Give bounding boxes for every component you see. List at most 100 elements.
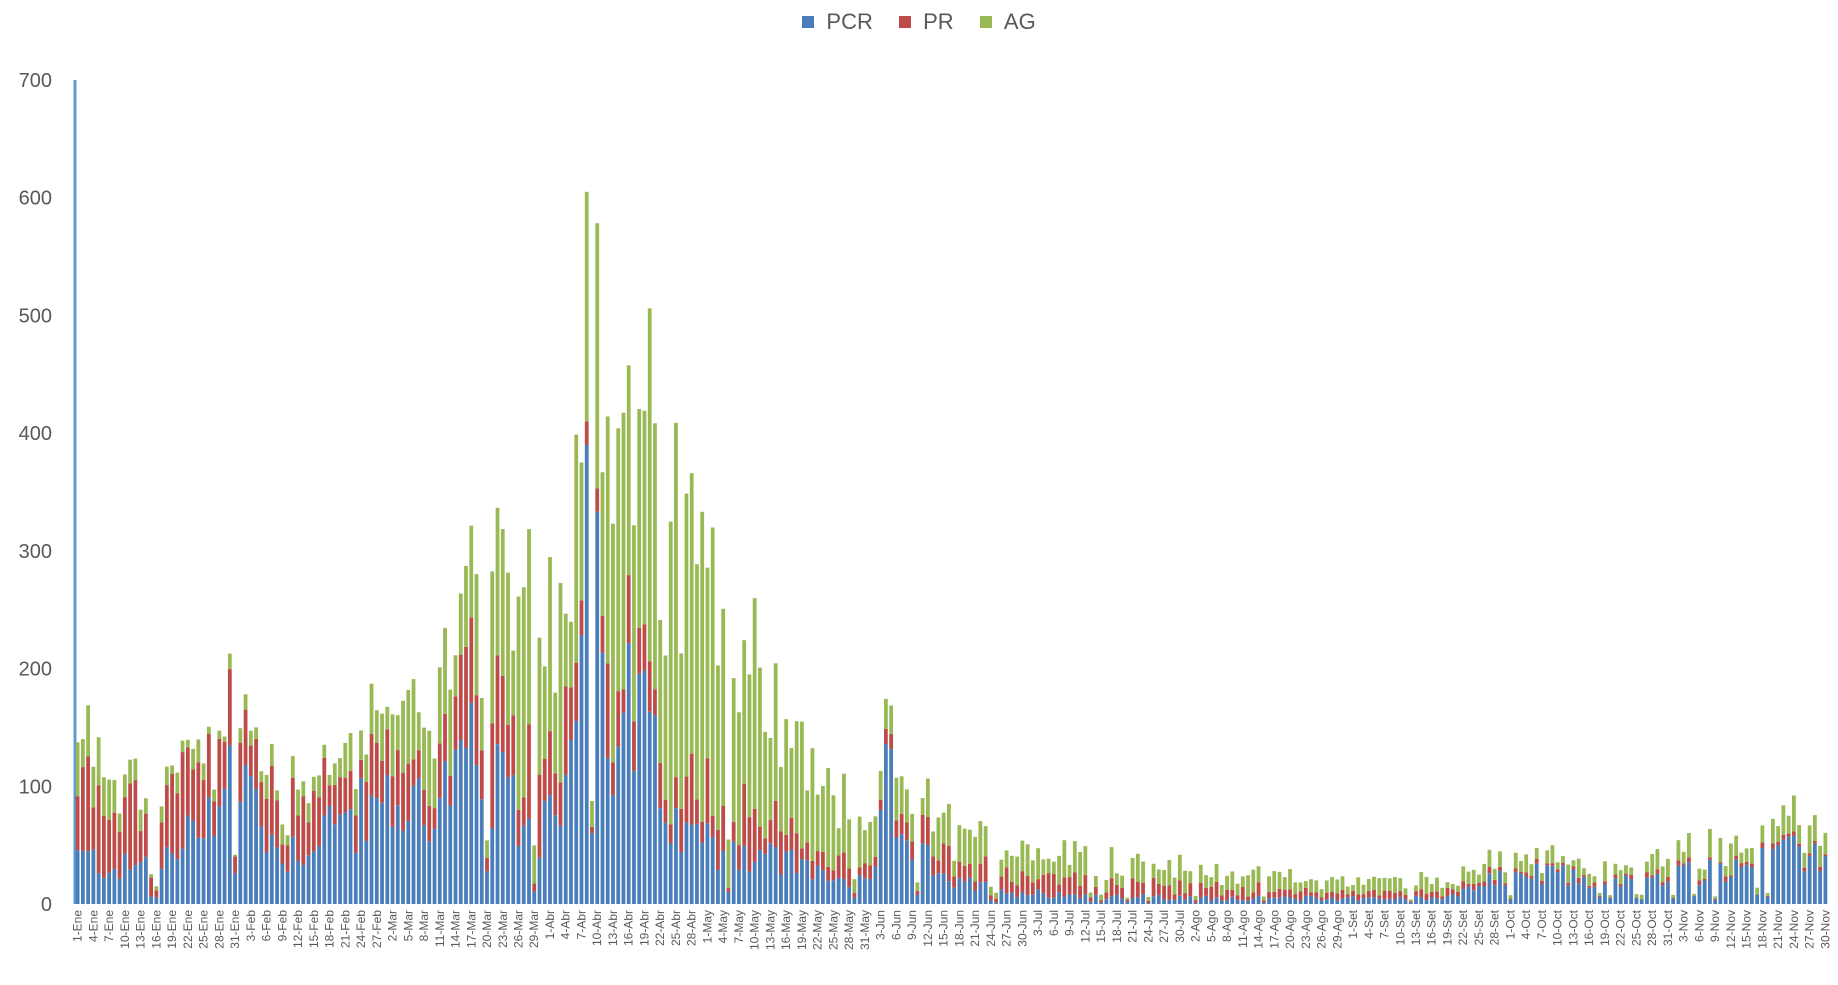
bar-pcr bbox=[1125, 902, 1129, 904]
x-tick-label: 13-Ene bbox=[134, 910, 148, 949]
x-tick-label: 21-Nov bbox=[1771, 910, 1785, 949]
x-tick-label: 28-May bbox=[842, 910, 856, 950]
bar-pcr bbox=[1083, 894, 1087, 904]
bar-ag bbox=[317, 775, 321, 797]
bar-ag bbox=[1750, 848, 1754, 864]
bar-pr bbox=[1141, 883, 1145, 894]
bar-pcr bbox=[1283, 896, 1287, 904]
bar-pcr bbox=[485, 871, 489, 904]
bar-ag bbox=[412, 679, 416, 759]
bar-pr bbox=[1414, 891, 1418, 896]
bar-ag bbox=[858, 817, 862, 868]
bar-pcr bbox=[223, 789, 227, 904]
bar-pcr bbox=[1440, 899, 1444, 904]
x-tick-label: 15-Jul bbox=[1094, 910, 1108, 943]
x-tick-label: 25-Oct bbox=[1629, 909, 1643, 946]
x-tick-label: 10-Oct bbox=[1551, 909, 1565, 946]
bar-ag bbox=[826, 768, 830, 867]
bar-ag bbox=[280, 824, 284, 844]
bar-pcr bbox=[821, 870, 825, 904]
bar-pcr bbox=[1519, 873, 1523, 904]
x-tick-label: 26-Ago bbox=[1315, 910, 1329, 949]
bar-ag bbox=[275, 790, 279, 800]
bar-ag bbox=[1083, 846, 1087, 875]
bar-ag bbox=[622, 413, 626, 690]
bar-ag bbox=[1818, 846, 1822, 867]
bar-ag bbox=[1367, 879, 1371, 891]
bar-ag bbox=[1194, 896, 1198, 900]
bar-ag bbox=[1708, 829, 1712, 857]
bar-pcr bbox=[1677, 866, 1681, 904]
bar-ag bbox=[396, 715, 400, 750]
bar-pr bbox=[926, 817, 930, 845]
bar-pr bbox=[1619, 884, 1623, 887]
bar-pr bbox=[1614, 874, 1618, 878]
bar-ag bbox=[1802, 853, 1806, 868]
bar-ag bbox=[233, 855, 237, 857]
x-tick-label: 6-Nov bbox=[1692, 910, 1706, 942]
bar-ag bbox=[212, 790, 216, 802]
x-tick-label: 18-Jun bbox=[952, 910, 966, 947]
bar-pr bbox=[196, 762, 200, 838]
bar-pr bbox=[727, 888, 731, 892]
bar-ag bbox=[532, 845, 536, 883]
bar-pr bbox=[385, 729, 389, 775]
bar-pr bbox=[1341, 890, 1345, 899]
bar-ag bbox=[433, 758, 437, 808]
bar-ag bbox=[196, 739, 200, 762]
bar-pr bbox=[118, 832, 122, 879]
bar-pr bbox=[805, 843, 809, 861]
bar-pr bbox=[1435, 892, 1439, 899]
bar-pr bbox=[821, 852, 825, 871]
bar-pcr bbox=[1372, 897, 1376, 904]
bar-pcr bbox=[1356, 901, 1360, 904]
bar-pcr bbox=[1572, 869, 1576, 904]
bar-ag bbox=[1719, 838, 1723, 862]
bar-pcr bbox=[1635, 898, 1639, 904]
legend-label-pcr: PCR bbox=[826, 9, 872, 34]
bar-ag bbox=[1472, 870, 1476, 884]
bar-pcr bbox=[1005, 893, 1009, 904]
bar-ag bbox=[910, 814, 914, 841]
bar-pcr bbox=[91, 849, 95, 904]
bar-ag bbox=[328, 775, 332, 785]
bar-ag bbox=[160, 806, 164, 822]
bar-pcr bbox=[674, 808, 678, 904]
bar-pcr bbox=[427, 841, 431, 904]
bar-pcr bbox=[1257, 896, 1261, 904]
bar-pr bbox=[1236, 895, 1240, 900]
bar-pcr bbox=[1036, 889, 1040, 904]
bar-ag bbox=[1782, 805, 1786, 834]
bar-pr bbox=[1603, 881, 1607, 884]
bar-ag bbox=[343, 743, 347, 778]
bar-ag bbox=[900, 776, 904, 813]
bar-ag bbox=[522, 587, 526, 797]
x-tick-label: 6-Feb bbox=[260, 910, 274, 942]
bar-pcr bbox=[1188, 896, 1192, 904]
bar-ag bbox=[769, 738, 773, 820]
bar-pr bbox=[921, 815, 925, 843]
bar-pr bbox=[837, 855, 841, 877]
bar-pcr bbox=[338, 815, 342, 904]
bar-pr bbox=[1650, 875, 1654, 877]
bar-ag bbox=[905, 789, 909, 822]
bar-pr bbox=[1782, 835, 1786, 840]
bar-pcr bbox=[1551, 866, 1555, 904]
bar-ag bbox=[685, 494, 689, 777]
bar-ag bbox=[1204, 875, 1208, 888]
bar-ag bbox=[1409, 900, 1413, 902]
bar-ag bbox=[181, 741, 185, 752]
bar-pcr bbox=[1241, 900, 1245, 904]
bar-pcr bbox=[978, 882, 982, 904]
bar-ag bbox=[417, 712, 421, 750]
bar-ag bbox=[784, 719, 788, 835]
bar-pr bbox=[254, 739, 258, 789]
x-tick-label: 7-Abr bbox=[574, 910, 588, 939]
bar-ag bbox=[706, 568, 710, 759]
x-tick-label: 30-Jul bbox=[1173, 910, 1187, 943]
bar-ag bbox=[1729, 843, 1733, 875]
bar-ag bbox=[1493, 869, 1497, 880]
bar-ag bbox=[737, 712, 741, 845]
bar-pr bbox=[228, 669, 232, 745]
